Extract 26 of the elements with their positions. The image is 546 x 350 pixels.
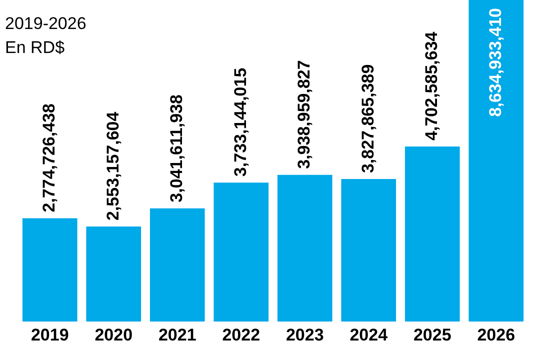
bar: [22, 218, 78, 322]
x-tick-label: 2024: [350, 325, 388, 344]
bar: [277, 174, 332, 322]
data-label: 3,938,959,827: [294, 60, 314, 169]
x-tick-label: 2025: [413, 325, 452, 344]
bar: [214, 182, 269, 322]
data-label: 3,827,865,389: [358, 64, 378, 174]
text: 2019-2026: [5, 14, 86, 34]
data-label: 3,733,144,015: [230, 68, 250, 177]
data-label: 2,774,726,438: [40, 104, 59, 212]
bar: [404, 146, 460, 322]
x-tick-label: 2023: [286, 325, 324, 344]
x-tick-label: 2019: [30, 325, 69, 344]
data-label: 8,634,933,410: [486, 8, 505, 117]
bar: [150, 208, 205, 322]
bar: [86, 226, 142, 322]
annotation: En RD$: [5, 38, 65, 58]
x-tick-label: 2022: [222, 325, 260, 344]
data-label: 4,702,585,634: [422, 31, 442, 140]
bar: [468, 0, 524, 322]
x-tick-label: 2026: [477, 325, 516, 344]
x-tick-label: 2020: [94, 325, 133, 344]
x-tick-label: 2021: [158, 325, 196, 344]
data-label: 2,553,157,604: [103, 111, 122, 221]
bar: [341, 179, 396, 322]
data-label: 3,041,611,938: [167, 94, 186, 202]
